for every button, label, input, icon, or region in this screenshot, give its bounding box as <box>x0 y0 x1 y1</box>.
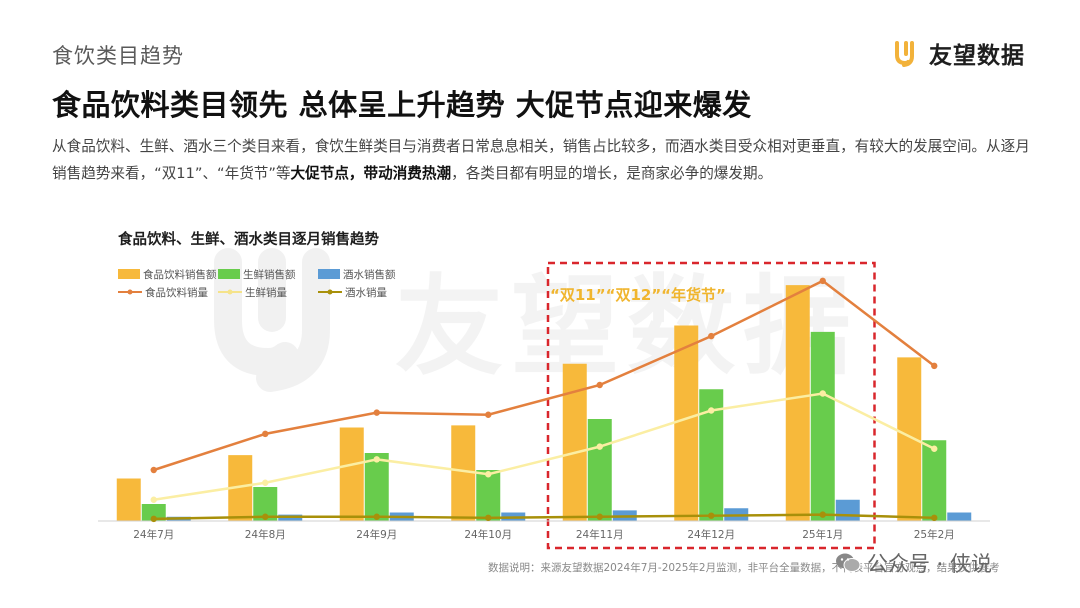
bar-wine <box>947 512 972 521</box>
legend-swatch <box>118 289 142 295</box>
bar-fresh <box>364 453 389 521</box>
legend-item-fresh-bar: 生鲜销售额 <box>218 267 318 282</box>
line-wine-point <box>150 515 157 523</box>
legend-label: 酒水销售额 <box>343 268 396 281</box>
line-food-point <box>150 466 157 474</box>
line-wine <box>153 513 935 521</box>
description-text-1: 从食品饮料、生鲜、酒水三个类目来看，食饮生鲜类目与消费者日常息息相关，销售占比较… <box>52 138 1030 182</box>
line-fresh-point <box>262 479 269 486</box>
line-fresh-point <box>485 471 492 478</box>
chart-legend: 食品饮料销售额 生鲜销售额 酒水销售额 食品饮料销量 生鲜销量 酒水销量 <box>118 265 418 301</box>
line-fresh-point <box>373 456 380 463</box>
legend-swatch <box>118 269 140 279</box>
line-fresh-point <box>150 496 157 503</box>
brand-logo-icon <box>895 41 914 67</box>
brand-name: 友望数据 <box>929 43 1025 69</box>
line-wine-point <box>373 513 380 520</box>
highlight-box <box>546 261 876 550</box>
line-food-point <box>931 362 938 370</box>
legend-label: 生鲜销量 <box>245 286 287 299</box>
legend-swatch <box>218 269 240 279</box>
watermark-text: 友望数据 <box>395 240 859 396</box>
legend-item-fresh-line: 生鲜销量 <box>218 285 318 300</box>
line-wine-point <box>485 514 492 522</box>
bar-fresh <box>587 419 612 521</box>
legend-item-wine-bar: 酒水销售额 <box>318 267 418 282</box>
bar-fresh <box>922 440 947 521</box>
legend-label: 食品饮料销量 <box>145 286 208 299</box>
page-title: 食品饮料类目领先 总体呈上升趋势 大促节点迎来爆发 <box>52 88 752 122</box>
legend-swatch <box>218 289 242 295</box>
line-food-point <box>708 332 715 340</box>
line-food-point <box>373 409 380 416</box>
legend-label: 食品饮料销售额 <box>143 268 217 281</box>
highlight-label: “双11”“双12”“年货节” <box>550 286 726 304</box>
description: 从食品饮料、生鲜、酒水三个类目来看，食饮生鲜类目与消费者日常息息相关，销售占比较… <box>52 133 1042 187</box>
line-wine-point <box>931 514 938 522</box>
legend-label: 生鲜销售额 <box>243 268 296 281</box>
line-food-point <box>819 277 826 285</box>
legend-item-wine-line: 酒水销量 <box>318 285 418 300</box>
legend-item-food-bar: 食品饮料销售额 <box>118 267 218 282</box>
bar-fresh <box>141 504 166 521</box>
line-wine-point <box>262 513 269 520</box>
legend-item-food-line: 食品饮料销量 <box>118 285 218 300</box>
line-food-point <box>262 430 269 438</box>
wechat-badge: 公众号 · 侠说 <box>835 548 992 578</box>
x-tick-label: 24年10月 <box>464 528 512 541</box>
bar-food <box>562 363 587 521</box>
x-tick-label: 25年1月 <box>802 528 843 541</box>
x-tick-label: 25年2月 <box>914 528 955 541</box>
x-tick-label: 24年8月 <box>245 528 286 541</box>
line-wine-point <box>708 512 715 519</box>
source-note: 数据说明：来源友望数据2024年7月-2025年2月监测，非平台全量数据，不代表… <box>488 562 1000 574</box>
x-tick-label: 24年12月 <box>687 528 735 541</box>
line-food <box>153 279 936 472</box>
line-fresh-point <box>708 407 715 414</box>
chart-title: 食品饮料、生鲜、酒水类目逐月销售趋势 <box>118 232 379 248</box>
description-text-2: ，各类目都有明显的增长，是商家必争的爆发期。 <box>451 165 773 182</box>
line-food-point <box>485 411 492 418</box>
wechat-icon <box>836 553 861 572</box>
line-fresh-point <box>931 445 938 452</box>
legend-swatch <box>318 269 340 279</box>
legend-swatch <box>318 289 342 295</box>
legend-label: 酒水销量 <box>345 286 387 299</box>
bar-fresh <box>810 331 835 521</box>
line-fresh <box>153 392 935 501</box>
section-label: 食饮类目趋势 <box>52 44 184 68</box>
x-tick-label: 24年7月 <box>133 528 174 541</box>
line-food-point <box>596 381 603 389</box>
bar-food <box>116 478 141 521</box>
line-fresh-point <box>819 390 826 397</box>
wechat-text: 公众号 · 侠说 <box>867 552 993 576</box>
bar-food <box>339 427 364 521</box>
x-tick-label: 24年11月 <box>576 528 624 541</box>
description-bold: 大促节点，带动消费热潮 <box>290 165 452 182</box>
bar-food <box>785 285 810 521</box>
bar-wine <box>835 499 860 521</box>
brand: 友望数据 <box>893 36 1025 70</box>
bar-food <box>674 325 699 521</box>
line-wine-point <box>819 511 826 518</box>
line-wine-point <box>596 513 603 520</box>
x-tick-label: 24年9月 <box>356 528 397 541</box>
line-fresh-point <box>596 443 603 450</box>
bar-fresh <box>476 470 501 521</box>
